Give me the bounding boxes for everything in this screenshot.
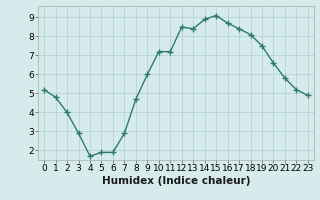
X-axis label: Humidex (Indice chaleur): Humidex (Indice chaleur) — [102, 176, 250, 186]
